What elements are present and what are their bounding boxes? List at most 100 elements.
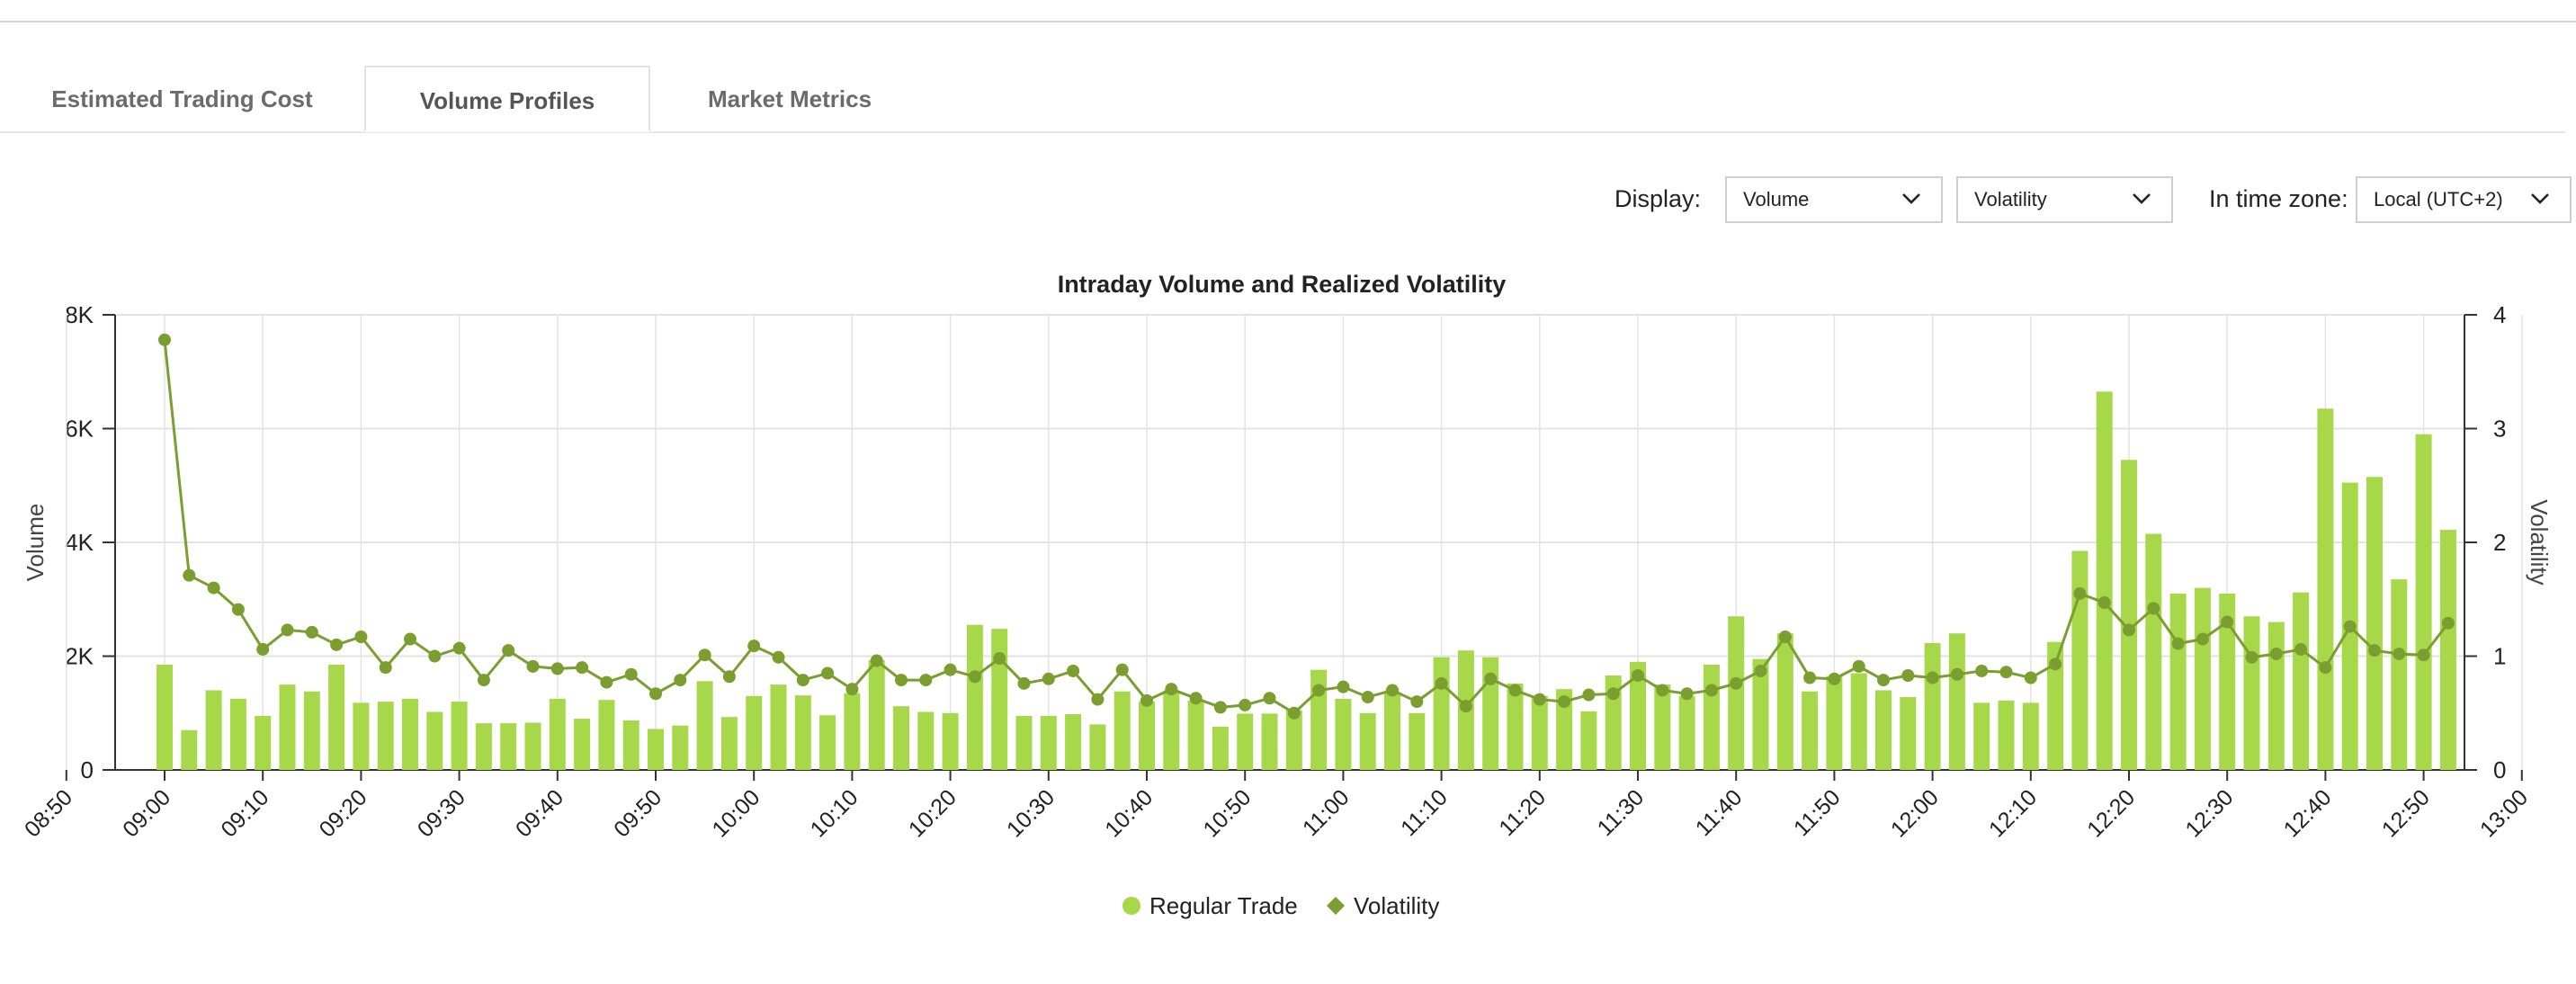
- volatility-point: [2441, 616, 2455, 630]
- volatility-point: [2049, 657, 2062, 671]
- volatility-point: [870, 654, 883, 667]
- timezone-label: In time zone:: [2209, 185, 2348, 212]
- volatility-point: [1042, 672, 1055, 685]
- volume-bar: [2366, 477, 2383, 770]
- volume-bar: [1826, 675, 1843, 770]
- x-tick-label: 12:50: [2377, 784, 2435, 842]
- volatility-point: [452, 641, 466, 655]
- volatility-point: [2123, 623, 2135, 637]
- display-primary-select[interactable]: Volume: [1725, 176, 1943, 223]
- volatility-point: [1337, 680, 1350, 693]
- volatility-point: [747, 640, 761, 653]
- volatility-point: [2368, 644, 2381, 657]
- y2-tick-label: 2: [2493, 529, 2506, 556]
- volume-bar: [1605, 675, 1622, 770]
- volatility-point: [1533, 693, 1546, 706]
- volume-bar: [2047, 641, 2064, 770]
- volume-bar: [1850, 673, 1867, 770]
- volatility-point: [772, 650, 785, 664]
- volatility-point: [1361, 691, 1374, 704]
- volatility-point: [1778, 630, 1792, 643]
- volatility-point: [1975, 664, 1989, 677]
- volume-bar: [2145, 533, 2162, 770]
- volume-bar: [2071, 550, 2089, 770]
- volume-bar: [1433, 657, 1450, 770]
- tab-baseline: [0, 131, 2565, 133]
- volume-bar: [2096, 391, 2113, 770]
- volume-bar: [1654, 684, 1671, 770]
- volume-bar: [648, 729, 664, 770]
- y2-tick-label: 0: [2493, 756, 2506, 783]
- x-tick-label: 10:50: [1198, 784, 1256, 842]
- volume-bar: [1335, 698, 1352, 770]
- volume-bar: [1359, 712, 1376, 770]
- x-tick-label: 11:40: [1691, 784, 1748, 841]
- display-secondary-select[interactable]: Volatility: [1956, 176, 2173, 223]
- volume-bar: [2439, 530, 2456, 770]
- display-primary-value: Volume: [1743, 188, 1810, 210]
- volatility-point: [600, 675, 613, 689]
- volatility-point: [1950, 667, 1963, 681]
- volatility-point: [550, 662, 564, 675]
- volume-bar: [2194, 587, 2211, 770]
- chart-title: Intraday Volume and Realized Volatility: [1058, 271, 1507, 298]
- x-tick-label: 08:50: [20, 784, 77, 842]
- volatility-point: [1410, 695, 1424, 709]
- volume-bar: [672, 725, 689, 770]
- tab-volume-profiles[interactable]: Volume Profiles: [364, 66, 650, 132]
- volume-bar: [1900, 697, 1917, 770]
- x-tick-label: 11:00: [1298, 784, 1355, 841]
- volume-bar: [1703, 664, 1720, 770]
- legend-marker-volatility: [1327, 897, 1345, 915]
- display-label: Display:: [1614, 185, 1702, 212]
- volatility-point: [1287, 706, 1301, 720]
- legend-label-regular-trade: Regular Trade: [1149, 892, 1298, 919]
- x-tick-label: 13:00: [2475, 784, 2533, 842]
- volatility-point: [2245, 650, 2258, 664]
- volatility-point: [993, 652, 1006, 666]
- volatility-point: [1115, 663, 1129, 676]
- tab-estimated-trading-cost[interactable]: Estimated Trading Cost: [51, 85, 313, 112]
- volume-bar: [1973, 702, 1990, 770]
- volatility-point: [576, 661, 589, 675]
- timezone-select[interactable]: Local (UTC+2): [2356, 176, 2572, 223]
- volatility-point: [1484, 672, 1498, 685]
- legend-label-volatility: Volatility: [1354, 892, 1439, 919]
- volatility-point: [2073, 586, 2087, 600]
- volume-bar: [917, 711, 935, 770]
- volume-bar: [549, 698, 566, 770]
- volatility-point: [895, 674, 908, 687]
- tab-market-metrics[interactable]: Market Metrics: [707, 85, 872, 112]
- volume-bar: [1237, 713, 1254, 770]
- volume-bar: [2169, 593, 2187, 770]
- display-secondary-value: Volatility: [1974, 188, 2047, 210]
- y2-axis-title: Volatility: [2526, 499, 2553, 585]
- volatility-point: [305, 625, 318, 639]
- volatility-point: [1582, 688, 1596, 702]
- volume-bar: [2267, 622, 2285, 770]
- volatility-point: [1386, 684, 1399, 697]
- volume-bar: [524, 722, 541, 770]
- volume-bar: [1409, 712, 1426, 770]
- x-tick-label: 12:20: [2082, 784, 2140, 842]
- volatility-point: [1312, 684, 1326, 697]
- volume-bar: [2415, 434, 2432, 770]
- volume-bar: [328, 664, 345, 770]
- volume-bar: [1580, 711, 1597, 770]
- volatility-point: [1901, 669, 1915, 683]
- y2-tick-label: 3: [2493, 416, 2506, 443]
- volatility-point: [1632, 669, 1644, 683]
- volatility-point: [845, 683, 859, 696]
- y-axis-title: Volume: [22, 504, 49, 582]
- volume-bar: [696, 681, 713, 770]
- volatility-point: [624, 667, 638, 681]
- volatility-point: [1091, 693, 1105, 706]
- volatility-point: [698, 649, 711, 662]
- volatility-point: [1754, 664, 1767, 677]
- volume-bar: [279, 684, 296, 770]
- volume-bar: [1384, 693, 1400, 770]
- volatility-point: [821, 666, 835, 680]
- volume-bar: [1728, 616, 1745, 770]
- volume-bar: [598, 700, 615, 770]
- x-tick-label: 10:30: [1002, 784, 1060, 842]
